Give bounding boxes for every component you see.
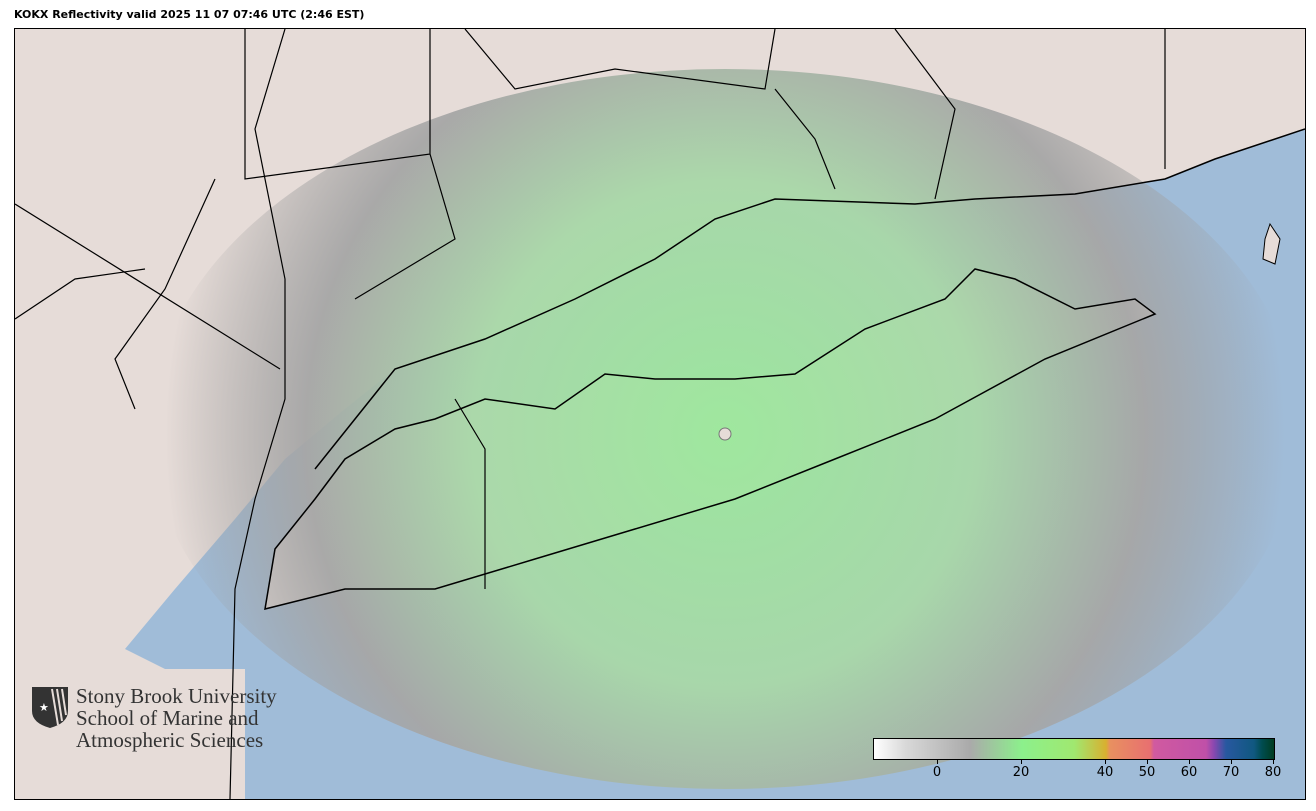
radar-site <box>718 427 732 441</box>
state-borders <box>15 29 1166 799</box>
sbu-logo: ★ Stony Brook University School of Marin… <box>30 685 277 751</box>
svg-text:★: ★ <box>39 701 49 714</box>
map-title: KOKX Reflectivity valid 2025 11 07 07:46… <box>14 8 365 21</box>
colorbar-tick: 80 <box>1264 765 1282 780</box>
map-canvas <box>15 29 1305 799</box>
colorbar-tick: 40 <box>1096 765 1114 780</box>
colorbar-tick: 0 <box>932 765 942 780</box>
block-island <box>1262 222 1281 265</box>
shield-star-icon: ★ <box>32 687 68 728</box>
colorbar-tick: 50 <box>1138 765 1156 780</box>
logo-line-2: School of Marine and <box>76 706 259 730</box>
logo-line-1: Stony Brook University <box>76 684 277 708</box>
colorbar-tick: 70 <box>1222 765 1240 780</box>
logo-line-3: Atmospheric Sciences <box>76 728 264 752</box>
reflectivity-colorbar <box>873 738 1275 760</box>
colorbar-tick: 60 <box>1180 765 1198 780</box>
colorbar-tick: 20 <box>1012 765 1030 780</box>
radar-map[interactable] <box>14 28 1306 800</box>
coastline-connecticut <box>314 128 1305 470</box>
coastline-long-island <box>264 268 1157 611</box>
